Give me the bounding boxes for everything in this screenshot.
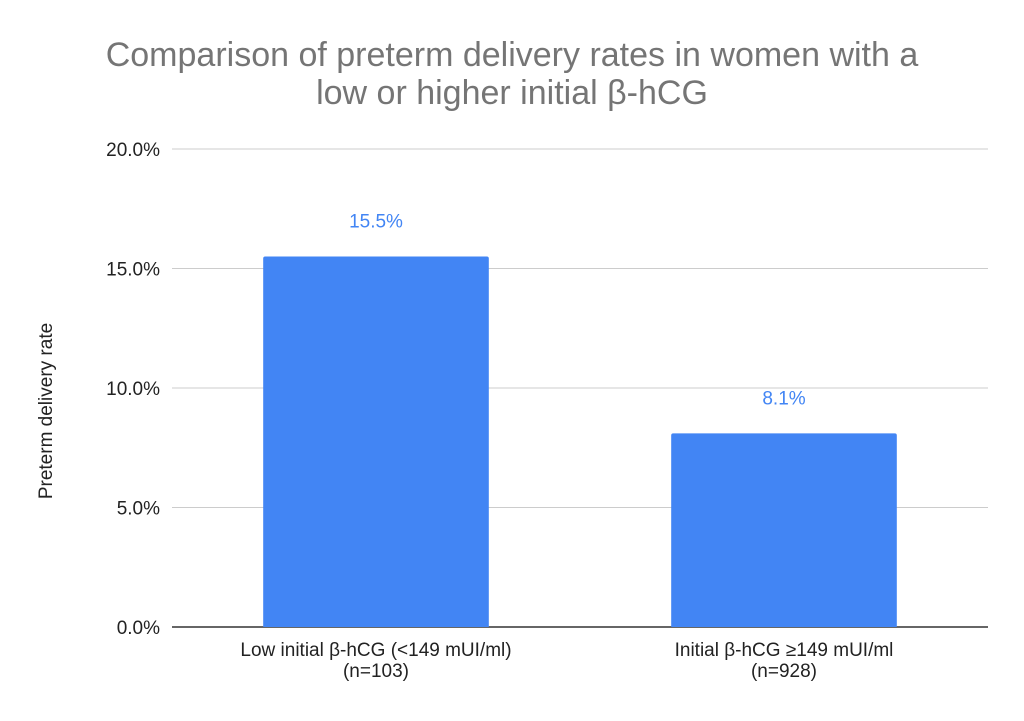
x-category-label: Initial β-hCG ≥149 mUI/ml	[675, 640, 894, 661]
chart-title-line-1: Comparison of preterm delivery rates in …	[106, 36, 919, 74]
y-tick-label: 5.0%	[117, 499, 160, 520]
bars	[263, 256, 897, 627]
x-category-label: (n=928)	[751, 661, 817, 682]
bar	[263, 256, 489, 627]
y-axis-ticks: 0.0% 5.0% 10.0% 15.0% 20.0%	[106, 140, 160, 639]
y-tick-label: 15.0%	[106, 260, 160, 281]
data-labels: 15.5% 8.1%	[349, 212, 806, 410]
x-category-label: Low initial β-hCG (<149 mUI/ml)	[240, 640, 511, 661]
bar	[671, 433, 897, 627]
bar-value-label: 15.5%	[349, 212, 403, 233]
bar-value-label: 8.1%	[762, 388, 805, 409]
x-axis-categories: Low initial β-hCG (<149 mUI/ml)(n=103) In…	[240, 640, 893, 682]
y-tick-label: 0.0%	[117, 618, 160, 639]
x-category-label: (n=103)	[343, 661, 409, 682]
y-tick-label: 20.0%	[106, 140, 160, 161]
y-tick-label: 10.0%	[106, 379, 160, 400]
chart-title-line-2: low or higher initial β-hCG	[316, 74, 708, 112]
y-axis-title: Preterm delivery rate	[36, 323, 57, 499]
